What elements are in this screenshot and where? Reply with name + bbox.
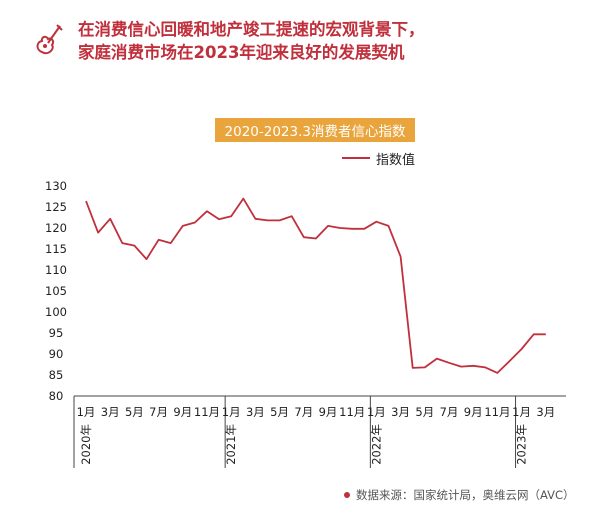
headline-line-2: 家庭消费市场在2023年迎来良好的发展契机 [78, 43, 405, 62]
x-tick-label: 11月 [339, 405, 365, 419]
x-tick-label: 7月 [440, 405, 459, 419]
year-label: 2021年 [224, 424, 238, 465]
x-tick-label: 1月 [222, 405, 241, 419]
y-tick-label: 120 [45, 221, 67, 235]
headline: 在消费信心回暖和地产竣工提速的宏观背景下， 家庭消费市场在2023年迎来良好的发… [78, 18, 425, 64]
x-tick-label: 3月 [101, 405, 120, 419]
y-tick-label: 100 [45, 305, 67, 319]
y-tick-label: 85 [49, 368, 64, 382]
x-tick-label: 5月 [415, 405, 434, 419]
x-tick-label: 9月 [173, 405, 192, 419]
source-text: 数据来源：国家统计局，奥维云网（AVC） [356, 488, 575, 502]
chart-title: 2020-2023.3消费者信心指数 [215, 118, 415, 142]
y-tick-label: 105 [45, 284, 67, 298]
series-line [85, 197, 546, 374]
x-tick-label: 11月 [484, 405, 510, 419]
x-tick-label: 5月 [270, 405, 289, 419]
y-tick-label: 110 [45, 263, 67, 277]
x-tick-label: 11月 [194, 405, 220, 419]
x-tick-label: 3月 [391, 405, 410, 419]
x-tick-label: 3月 [246, 405, 265, 419]
x-tick-label: 9月 [319, 405, 338, 419]
legend-label: 指数值 [376, 152, 416, 168]
y-tick-label: 95 [49, 326, 64, 340]
legend-line-swatch [342, 157, 370, 159]
data-source: 数据来源：国家统计局，奥维云网（AVC） [344, 487, 575, 503]
chart-legend: 指数值 [342, 149, 416, 168]
y-tick-label: 80 [49, 389, 64, 403]
x-tick-label: 1月 [77, 405, 96, 419]
x-tick-label: 1月 [367, 405, 386, 419]
x-tick-label: 7月 [149, 405, 168, 419]
y-tick-label: 115 [45, 242, 67, 256]
x-tick-label: 5月 [125, 405, 144, 419]
year-label: 2023年 [515, 424, 529, 465]
guitar-icon [36, 24, 63, 55]
x-tick-label: 3月 [536, 405, 555, 419]
y-tick-label: 90 [49, 347, 64, 361]
x-tick-label: 7月 [294, 405, 313, 419]
year-label: 2022年 [369, 424, 383, 465]
headline-line-1: 在消费信心回暖和地产竣工提速的宏观背景下， [78, 20, 425, 39]
source-bullet [344, 492, 350, 498]
x-tick-label: 1月 [512, 405, 531, 419]
y-tick-label: 130 [45, 179, 67, 193]
year-label: 2020年 [79, 424, 93, 465]
y-tick-label: 125 [45, 200, 67, 214]
x-tick-label: 9月 [464, 405, 483, 419]
